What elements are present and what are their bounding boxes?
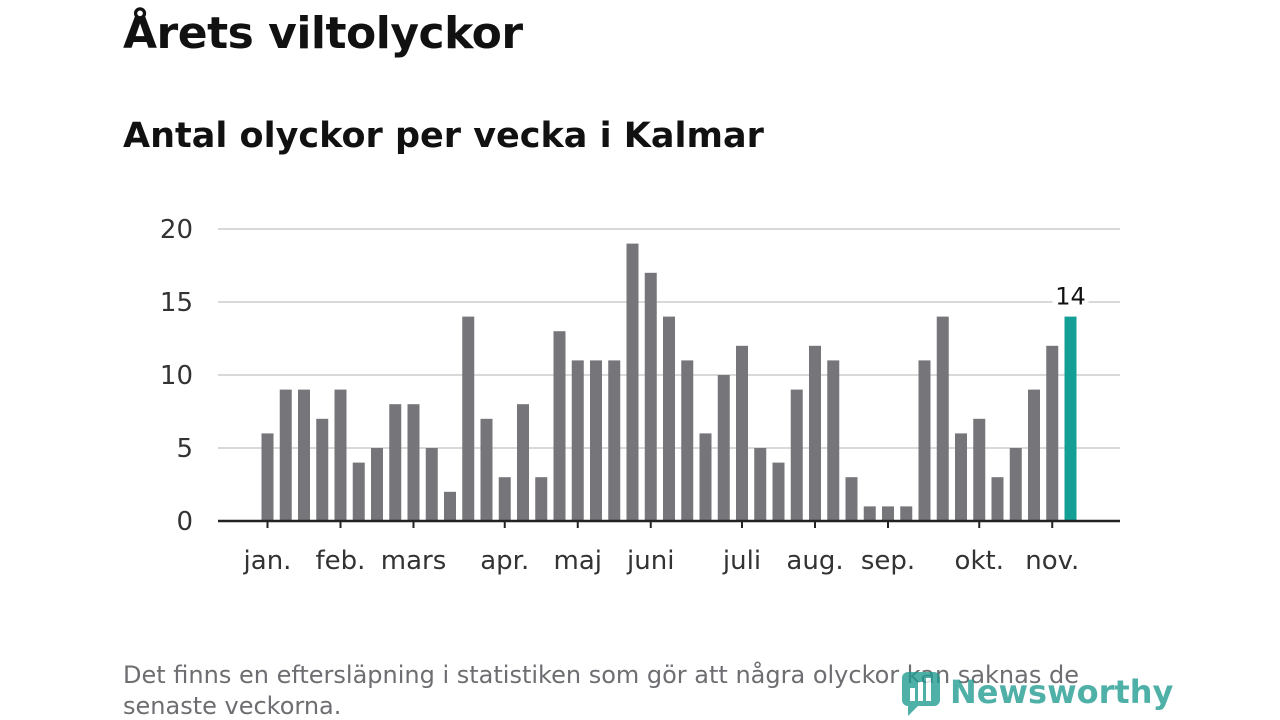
y-tick-label: 15 xyxy=(160,288,193,318)
x-tick-label: aug. xyxy=(786,546,843,576)
x-tick-label: okt. xyxy=(955,546,1004,576)
x-axis xyxy=(218,519,1120,528)
x-tick-label: jan. xyxy=(243,546,292,576)
bar xyxy=(644,272,657,521)
bars xyxy=(261,243,1077,521)
bar xyxy=(955,433,967,521)
x-tick-label: nov. xyxy=(1025,546,1079,576)
bar xyxy=(571,360,584,521)
newsworthy-logo-text: Newsworthy xyxy=(950,673,1174,711)
bar xyxy=(352,462,365,521)
bar xyxy=(261,433,274,521)
bar xyxy=(407,404,420,521)
bar xyxy=(681,360,694,521)
bar xyxy=(316,418,329,521)
y-tick-label: 0 xyxy=(176,507,193,537)
bar xyxy=(772,462,785,521)
chart-title: Årets viltolyckor xyxy=(123,8,523,59)
bar xyxy=(1009,448,1022,521)
bar xyxy=(1028,389,1040,521)
bar xyxy=(608,360,621,521)
bar xyxy=(827,360,840,521)
bar xyxy=(279,389,292,521)
bar xyxy=(882,506,894,521)
bar xyxy=(298,389,310,521)
bar xyxy=(736,345,748,521)
bar xyxy=(900,506,913,521)
bar xyxy=(517,404,529,521)
data-label-background xyxy=(1052,280,1089,311)
bar xyxy=(480,418,493,521)
bar xyxy=(462,316,475,521)
x-tick-label: maj xyxy=(554,546,602,576)
chart-subtitle: Antal olyckor per vecka i Kalmar xyxy=(123,116,764,156)
bar xyxy=(754,448,767,521)
bar xyxy=(918,360,931,521)
bar xyxy=(371,448,383,521)
bar xyxy=(699,433,712,521)
bar xyxy=(1046,345,1059,521)
bar xyxy=(553,331,566,521)
bar xyxy=(663,316,675,521)
y-tick-label: 5 xyxy=(176,434,193,464)
bar xyxy=(973,418,986,521)
bar-highlight xyxy=(1064,316,1077,521)
x-tick-label: juni xyxy=(626,546,674,576)
bar xyxy=(863,506,876,521)
bar xyxy=(535,477,548,521)
x-tick-label: apr. xyxy=(480,546,529,576)
bar xyxy=(845,477,858,521)
bar xyxy=(626,243,639,521)
bar xyxy=(334,389,347,521)
x-tick-label: mars xyxy=(381,546,447,576)
newsworthy-logo: Newsworthy xyxy=(900,664,1173,720)
x-tick-label: feb. xyxy=(316,546,366,576)
bar xyxy=(809,345,821,521)
bar xyxy=(444,491,456,521)
bar xyxy=(936,316,949,521)
y-tick-label: 20 xyxy=(160,215,193,245)
bar xyxy=(790,389,803,521)
y-tick-label: 10 xyxy=(160,361,193,391)
bar xyxy=(498,477,511,521)
bar xyxy=(991,477,1004,521)
bar xyxy=(717,375,730,521)
bar xyxy=(389,404,402,521)
x-axis-tick-labels: jan. feb. mars apr. maj juni juli aug. sep. okt. n… xyxy=(243,546,1080,576)
data-label-last-week: 14 xyxy=(1055,283,1086,311)
bar xyxy=(425,448,438,521)
data-labels: 14 xyxy=(1052,280,1089,311)
newsworthy-logo-icon xyxy=(902,672,940,716)
bar xyxy=(590,360,602,521)
x-tick-label: sep. xyxy=(861,546,915,576)
y-axis-tick-labels: 0 5 10 15 20 xyxy=(160,215,193,537)
x-tick-label: juli xyxy=(722,546,761,576)
